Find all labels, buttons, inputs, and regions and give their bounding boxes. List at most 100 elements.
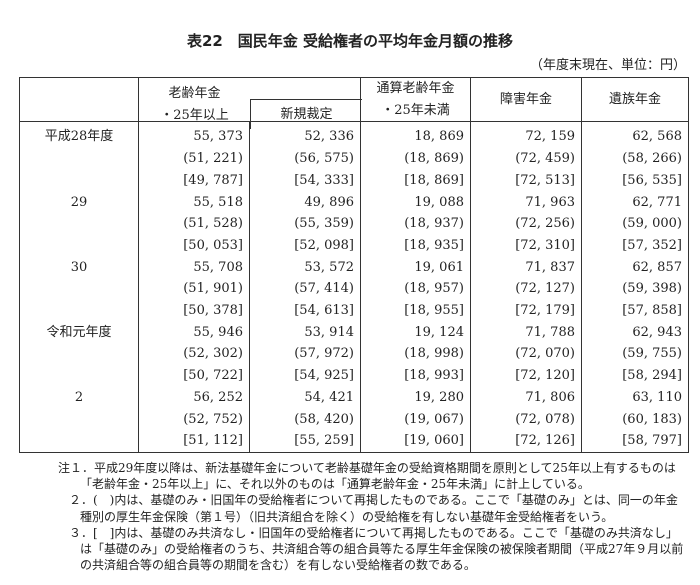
value-cell: [72, 126] (470, 430, 582, 453)
year-cell (19, 213, 139, 235)
value-cell: [57, 352] (581, 234, 689, 257)
value-cell: (18, 957) (360, 278, 471, 301)
value-cell: (19, 067) (360, 408, 471, 431)
header-new-award: 新規裁定 (250, 99, 362, 129)
year-cell: 2 (19, 386, 139, 409)
value-cell: (51, 528) (138, 213, 250, 235)
value-cell: [19, 060] (360, 430, 471, 453)
value-cell: (57, 414) (249, 278, 361, 301)
value-cell: (51, 901) (138, 278, 250, 301)
value-cell: 53, 572 (249, 256, 361, 279)
value-cell: 71, 837 (470, 256, 582, 279)
table-row: (51, 221) (56, 575) (18, 869) (72, 459) (58,… (19, 148, 689, 170)
value-cell: (72, 078) (470, 408, 582, 431)
year-cell: 平成28年度 (19, 121, 139, 149)
year-cell (19, 430, 139, 453)
year-cell (19, 343, 139, 366)
value-cell: [72, 120] (470, 365, 582, 387)
value-cell: (55, 359) (249, 213, 361, 235)
value-cell: (56, 575) (249, 148, 361, 170)
header-tsusan: 通算老齢年金 ・25年未満 (360, 77, 471, 123)
table-row: (51, 528) (55, 359) (18, 937) (72, 256) (59,… (19, 213, 689, 235)
value-cell: (72, 070) (470, 343, 582, 366)
note-3-cont2: の共済組合等の組合員等の期間を含む）を有しない受給権者の数である。 (80, 558, 476, 573)
value-cell: [49, 787] (138, 169, 250, 192)
year-cell: 30 (19, 256, 139, 279)
year-cell: 令和元年度 (19, 321, 139, 344)
value-cell: 63, 110 (581, 386, 689, 409)
value-cell: 19, 124 (360, 321, 471, 344)
value-cell: 71, 806 (470, 386, 582, 409)
value-cell: (52, 302) (138, 343, 250, 366)
value-cell: 72, 159 (470, 121, 582, 149)
note-2: ２．( )内は、基礎のみ・旧国年の受給権者について再掲したものである。ここで「基… (69, 493, 678, 508)
value-cell: [52, 098] (249, 234, 361, 257)
value-cell: 19, 280 (360, 386, 471, 409)
note-1: 注１．平成29年度以降は、新法基礎年金について老齢基礎年金の受給資格期間を原則と… (58, 461, 676, 475)
table-row: 平成28年度 55, 373 52, 336 18, 869 72, 159 62, 56… (19, 121, 689, 149)
year-cell: 29 (19, 191, 139, 214)
header-old-age-sub: ・25年以上 (160, 107, 229, 123)
value-cell: 71, 788 (470, 321, 582, 344)
value-cell: 55, 946 (138, 321, 250, 344)
value-cell: (58, 266) (581, 148, 689, 170)
value-cell: (60, 183) (581, 408, 689, 431)
value-cell: 18, 869 (360, 121, 471, 149)
value-cell: 55, 518 (138, 191, 250, 214)
header-old-age: 老齢年金 ・25年以上 新規裁定 (138, 77, 362, 129)
value-cell: 62, 943 (581, 321, 689, 344)
value-cell: [18, 993] (360, 365, 471, 387)
value-cell: [50, 378] (138, 300, 250, 322)
value-cell: [54, 333] (249, 169, 361, 192)
value-cell: [72, 310] (470, 234, 582, 257)
year-cell (19, 408, 139, 431)
header-row: 老齢年金 ・25年以上 新規裁定 通算老齢年金 ・25年未満 障害年金 遺族年金 (19, 77, 689, 129)
value-cell: [18, 935] (360, 234, 471, 257)
pension-table: 老齢年金 ・25年以上 新規裁定 通算老齢年金 ・25年未満 障害年金 遺族年金… (19, 77, 689, 453)
value-cell: (59, 755) (581, 343, 689, 366)
value-cell: (59, 000) (581, 213, 689, 235)
table-row: (52, 752) (58, 420) (19, 067) (72, 078) (60,… (19, 408, 689, 431)
value-cell: [51, 112] (138, 430, 250, 453)
value-cell: [58, 797] (581, 430, 689, 453)
value-cell: (59, 398) (581, 278, 689, 301)
value-cell: (58, 420) (249, 408, 361, 431)
value-cell: 49, 896 (249, 191, 361, 214)
year-cell (19, 365, 139, 387)
value-cell: 62, 771 (581, 191, 689, 214)
value-cell: 19, 088 (360, 191, 471, 214)
table-title: 表22 国民年金 受給権者の平均年金月額の推移 (186, 32, 514, 50)
value-cell: (51, 221) (138, 148, 250, 170)
value-cell: [72, 513] (470, 169, 582, 192)
value-cell: 54, 421 (249, 386, 361, 409)
header-survivor: 遺族年金 (581, 77, 689, 123)
value-cell: (52, 752) (138, 408, 250, 431)
unit-note: （年度末現在、単位：円） (529, 58, 686, 73)
table-row: [50, 053] [52, 098] [18, 935] [72, 310] [57,… (19, 234, 689, 257)
value-cell: (72, 459) (470, 148, 582, 170)
value-cell: [72, 179] (470, 300, 582, 322)
value-cell: 52, 336 (249, 121, 361, 149)
value-cell: 62, 857 (581, 256, 689, 279)
value-cell: [54, 925] (249, 365, 361, 387)
value-cell: (18, 998) (360, 343, 471, 366)
value-cell: [57, 858] (581, 300, 689, 322)
table-row: [50, 378] [54, 613] [18, 955] [72, 179] [57,… (19, 300, 689, 322)
value-cell: [56, 535] (581, 169, 689, 192)
year-cell (19, 278, 139, 301)
value-cell: [50, 053] (138, 234, 250, 257)
header-disability: 障害年金 (470, 77, 582, 123)
header-tsusan-sub: ・25年未満 (381, 102, 450, 118)
table-row: [51, 112] [55, 259] [19, 060] [72, 126] [58,… (19, 430, 689, 453)
table-row: 29 55, 518 49, 896 19, 088 71, 963 62, 771 (19, 191, 689, 214)
value-cell: 71, 963 (470, 191, 582, 214)
value-cell: (18, 937) (360, 213, 471, 235)
value-cell: 53, 914 (249, 321, 361, 344)
table-row: (52, 302) (57, 972) (18, 998) (72, 070) (59,… (19, 343, 689, 366)
year-cell (19, 169, 139, 192)
note-2-cont: 種別の厚生年金保険（第１号）（旧共済組合を除く）の受給権を有しない基礎年金受給権… (80, 509, 614, 524)
value-cell: 55, 708 (138, 256, 250, 279)
table-row: 令和元年度 55, 946 53, 914 19, 124 71, 788 62, 943 (19, 321, 689, 344)
note-3-cont: は「基礎のみ」の受給権者のうち、共済組合等の組合員等たる厚生年金保険の被保険者期… (80, 542, 684, 557)
header-old-age-label: 老齢年金 (168, 86, 221, 101)
